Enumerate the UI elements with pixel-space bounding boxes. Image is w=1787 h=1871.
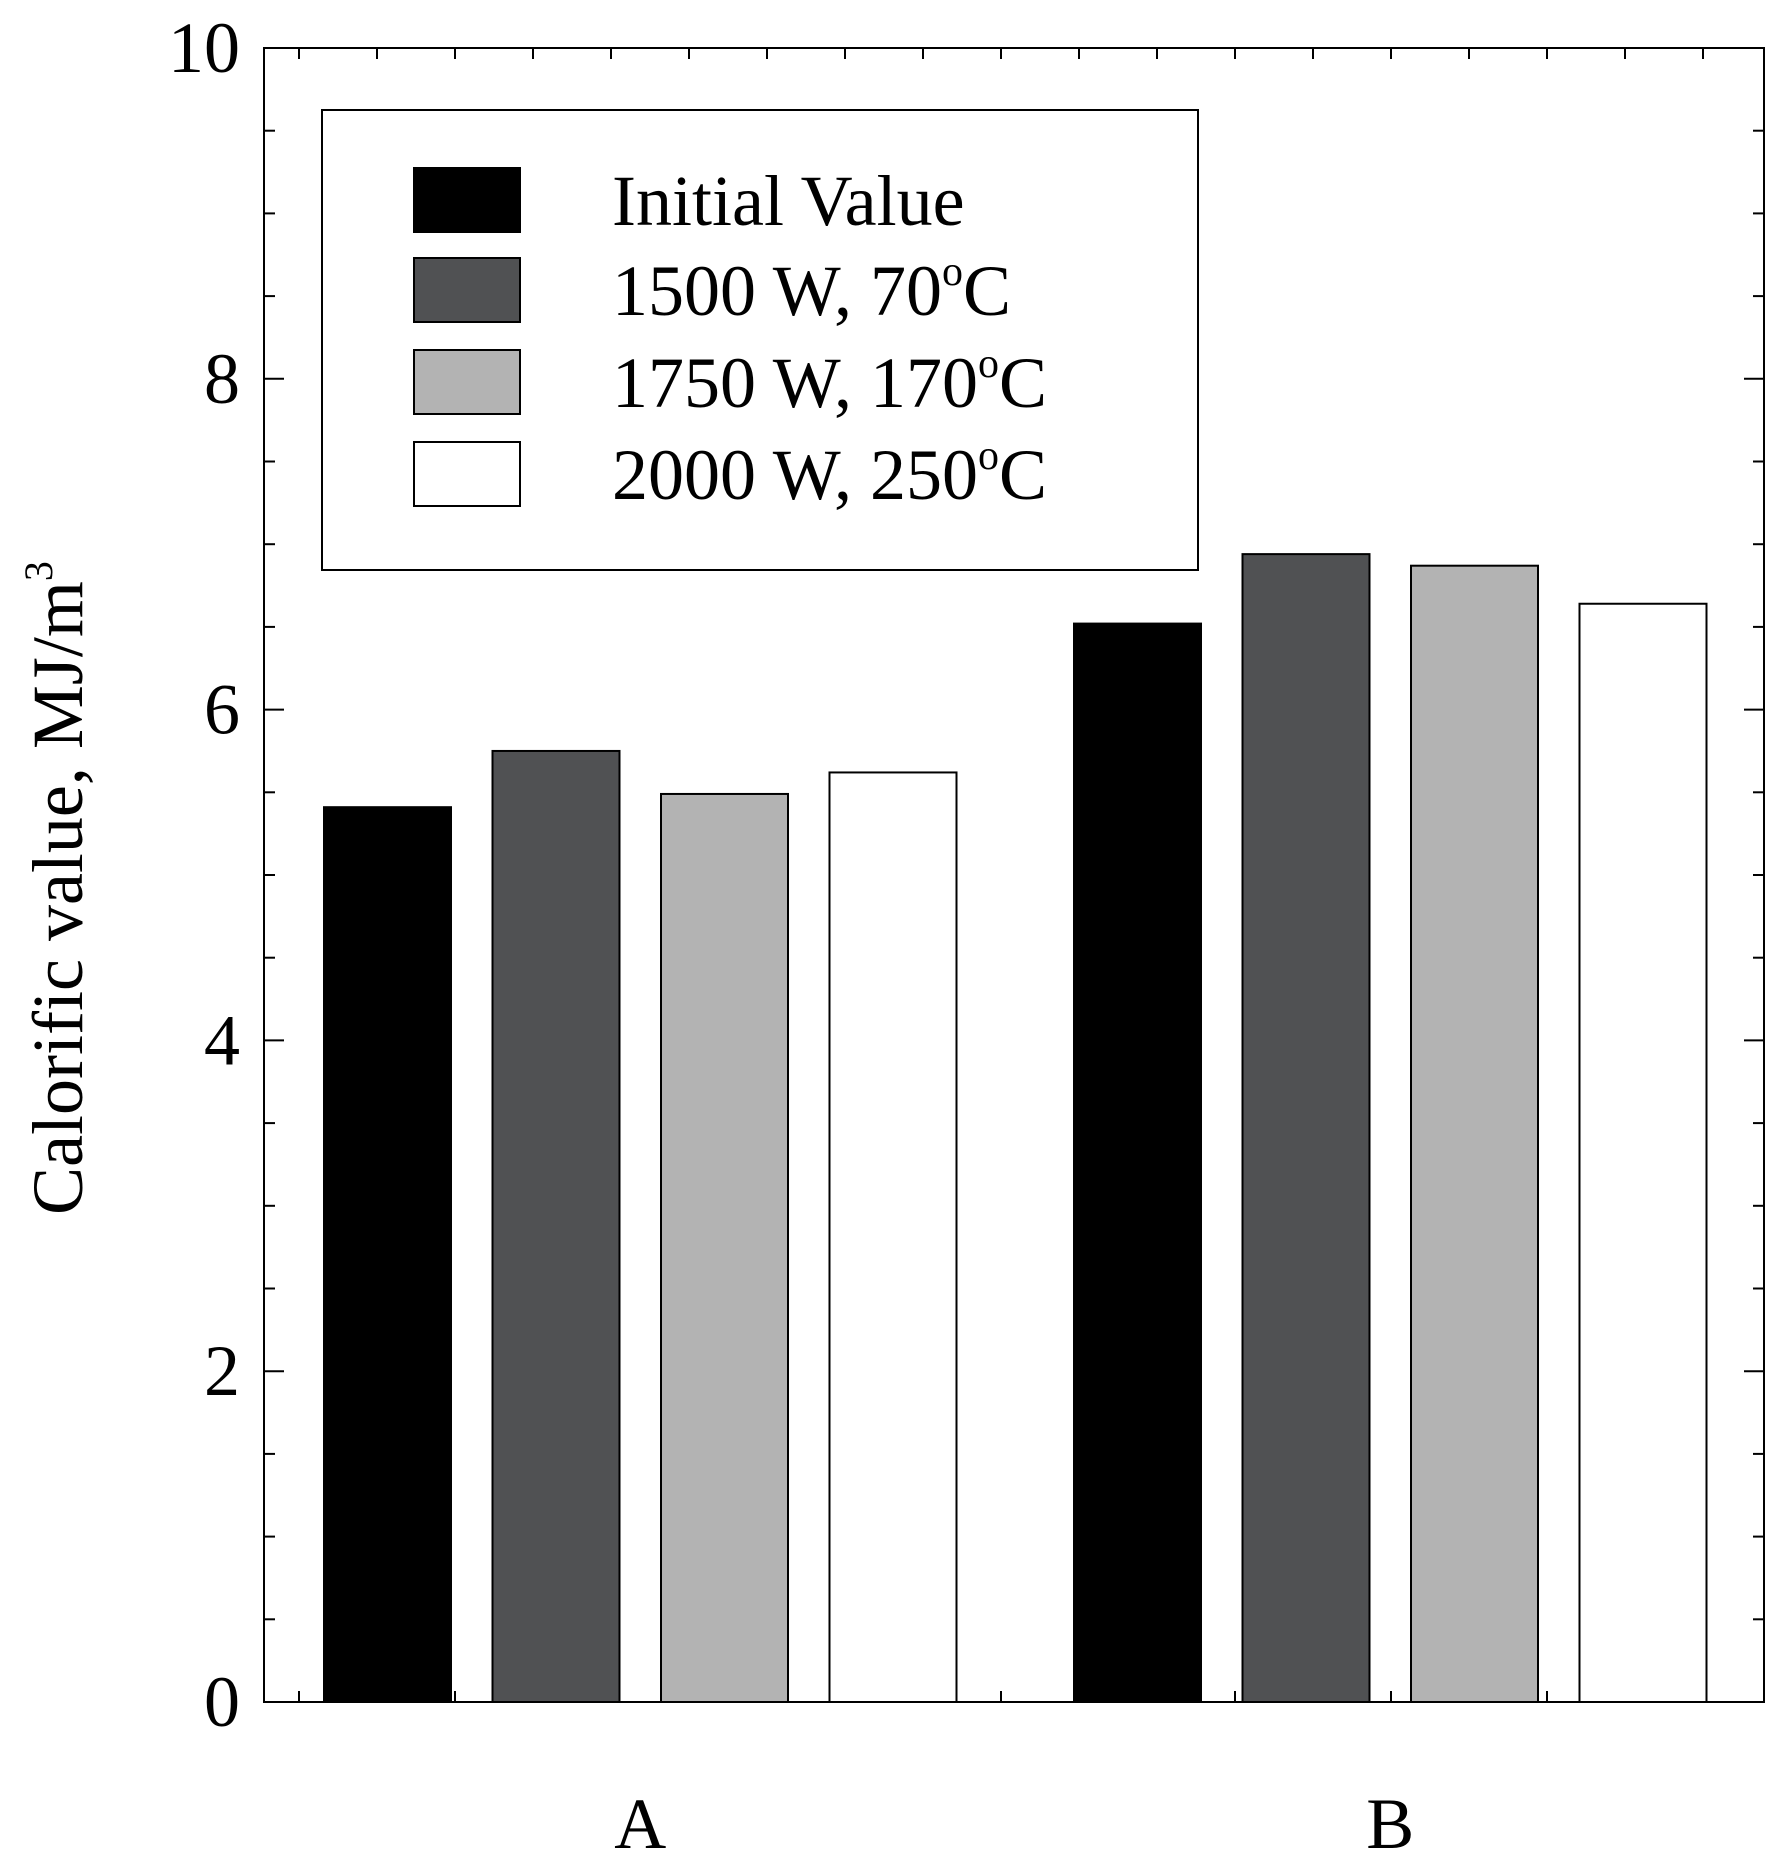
bar-B-series-2 — [1410, 564, 1539, 1703]
y-tick-label: 6 — [204, 670, 240, 750]
x-tick-label: B — [1366, 1784, 1414, 1864]
y-tick-label: 8 — [204, 339, 240, 419]
legend-item: 1500 W, 70oC — [413, 249, 1011, 331]
bar-B-series-3 — [1578, 602, 1708, 1703]
y-tick-label: 2 — [204, 1331, 240, 1411]
legend-item: Initial Value — [413, 161, 965, 241]
bar-A-series-3 — [828, 771, 958, 1703]
legend-swatch — [413, 441, 521, 507]
bars — [323, 553, 1708, 1703]
legend-item: 1750 W, 170oC — [413, 341, 1047, 423]
legend-label: 1500 W, 70oC — [612, 249, 1011, 331]
legend-label: 2000 W, 250oC — [612, 433, 1047, 515]
y-tick-labels: 0 2 4 6 8 10 — [168, 8, 240, 1742]
x-tick-label: A — [614, 1784, 666, 1864]
bar-B-series-1 — [1241, 553, 1371, 1703]
plot-frame — [263, 47, 1765, 1703]
bar-A-series-2 — [660, 792, 789, 1703]
legend-item: 2000 W, 250oC — [413, 433, 1047, 515]
bar-B-series-0 — [1073, 622, 1202, 1703]
legend-label: Initial Value — [612, 161, 965, 241]
bar-A-series-0 — [323, 806, 452, 1703]
legend-swatch — [413, 349, 521, 415]
y-tick-label: 0 — [204, 1662, 240, 1742]
axis-ticks — [264, 47, 1764, 1703]
y-tick-label: 4 — [204, 1000, 240, 1080]
y-axis-label: Calorific value, MJ/m3 — [16, 561, 98, 1215]
y-tick-label: 10 — [168, 8, 240, 88]
legend-label: 1750 W, 170oC — [612, 341, 1047, 423]
legend-swatch — [413, 167, 521, 233]
bar-A-series-1 — [491, 749, 621, 1703]
legend-swatch — [413, 257, 521, 323]
